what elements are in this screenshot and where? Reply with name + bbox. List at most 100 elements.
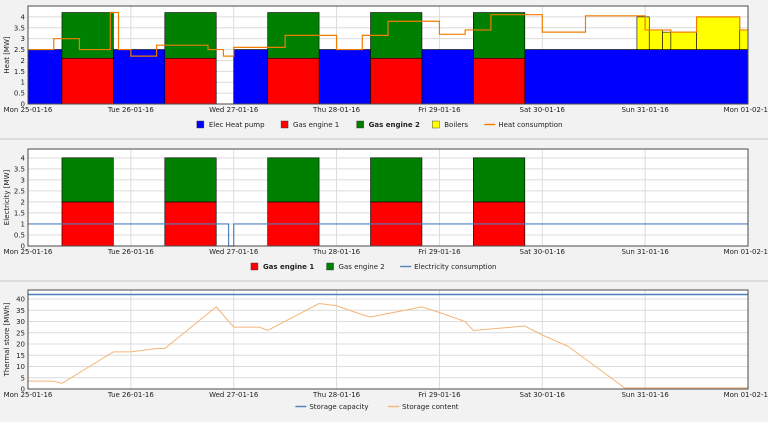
y-axis-label: Heat [MW] — [3, 36, 11, 74]
y-tick-label: 0 — [21, 243, 25, 251]
chart-panel-1: 0 0.5 1 1.5 2 2.5 3 3.5 4 Mon 25-01-16 Tue 26-01-1… — [3, 5, 768, 129]
legend-item-storage_capacity[interactable]: Storage capacity — [295, 403, 369, 411]
y-tick-label: 4 — [21, 13, 26, 21]
x-tick-label: Sat 30-01-16 — [520, 248, 566, 256]
x-tick-label: Mon 25-01-16 — [4, 106, 53, 114]
legend-swatch — [326, 262, 334, 271]
bar-elec_heat_pump-3 — [318, 49, 371, 105]
y-tick-label: 0 — [21, 386, 25, 394]
y-tick-label: 4 — [21, 154, 26, 162]
legend-item-heat_consumption[interactable]: Heat consumption — [484, 121, 563, 129]
x-tick-label: Tue 26-01-16 — [107, 106, 155, 114]
bar-gas_engine_1-8 — [267, 57, 320, 105]
y-tick-label: 3 — [21, 35, 25, 43]
y-tick-label: 10 — [16, 363, 25, 371]
y-tick-label: 3 — [21, 176, 25, 184]
legend-item-gas_engine_2[interactable]: Gas engine 2 — [326, 262, 385, 271]
legend-swatch — [250, 262, 259, 271]
y-tick-label: 0 — [21, 101, 25, 109]
legend-item-elec_heat_pump[interactable]: Elec Heat pump — [196, 120, 265, 129]
legend-item-boilers[interactable]: Boilers — [432, 120, 468, 129]
x-tick-label: Sun 31-01-16 — [621, 391, 669, 399]
y-tick-label: 1.5 — [14, 209, 25, 217]
bar-gas_engine_2-9 — [473, 157, 526, 203]
bar-boilers-17 — [648, 29, 663, 50]
x-tick-label: Tue 26-01-16 — [107, 391, 155, 399]
x-tick-label: Sun 31-01-16 — [621, 106, 669, 114]
bar-elec_heat_pump-4 — [421, 49, 474, 105]
x-tick-label: Fri 29-01-16 — [418, 106, 461, 114]
line-storage_content — [28, 302, 748, 389]
plot-area — [28, 290, 748, 389]
legend-item-storage_content[interactable]: Storage content — [388, 403, 459, 411]
legend-item-gas_engine_1[interactable]: Gas engine 1 — [250, 262, 314, 271]
legend-item-electricity_consumption[interactable]: Electricity consumption — [400, 263, 496, 271]
legend-item-gas_engine_2[interactable]: Gas engine 2 — [356, 120, 420, 129]
bar-gas_engine_2-5 — [61, 157, 114, 203]
x-tick-label: Fri 29-01-16 — [418, 391, 461, 399]
legend-swatch — [196, 120, 205, 129]
legend: Elec Heat pump Gas engine 1 Gas engine 2 Bo… — [196, 120, 563, 129]
x-tick-label: Mon 01-02-16 — [724, 248, 768, 256]
x-tick-label: Mon 25-01-16 — [4, 248, 53, 256]
x-tick-label: Sat 30-01-16 — [520, 106, 566, 114]
legend-label: Heat consumption — [498, 121, 562, 129]
y-axis-label: Electricity [MW] — [3, 170, 11, 226]
y-tick-label: 20 — [16, 341, 25, 349]
bar-gas_engine_2-15 — [473, 12, 526, 59]
y-axis-label: Thermal store [MWh] — [3, 302, 11, 377]
bar-elec_heat_pump-1 — [113, 49, 166, 105]
bar-gas_engine_2-12 — [164, 12, 217, 59]
bar-elec_heat_pump-0 — [27, 49, 63, 105]
x-tick-label: Wed 27-01-16 — [209, 248, 259, 256]
bar-gas_engine_1-9 — [370, 57, 423, 105]
legend-label: Storage capacity — [309, 403, 368, 411]
y-tick-label: 0.5 — [14, 231, 25, 239]
legend-item-gas_engine_1[interactable]: Gas engine 1 — [280, 120, 339, 129]
y-tick-label: 5 — [21, 374, 25, 382]
legend-label: Gas engine 2 — [339, 263, 385, 271]
bar-elec_heat_pump-5 — [524, 49, 749, 105]
bar-gas_engine_2-7 — [267, 157, 320, 203]
bar-gas_engine_2-11 — [61, 12, 114, 59]
legend-label: Storage content — [402, 403, 459, 411]
y-tick-label: 2 — [21, 198, 25, 206]
y-tick-label: 25 — [16, 329, 25, 337]
y-tick-label: 1.5 — [14, 68, 25, 76]
bar-gas_engine_1-10 — [473, 57, 526, 105]
x-tick-label: Sat 30-01-16 — [520, 391, 566, 399]
bar-boilers-20 — [696, 16, 741, 50]
legend: Gas engine 1 Gas engine 2 Electricity cons… — [250, 262, 496, 271]
y-tick-label: 1 — [21, 220, 25, 228]
bar-gas_engine_2-8 — [370, 157, 423, 203]
legend-label: Gas engine 2 — [369, 121, 420, 129]
x-tick-label: Thu 28-01-16 — [312, 106, 361, 114]
chart-panel-3: 0 5 10 15 20 25 30 35 40 Mon 25-01-16 Tue 26-01-16… — [3, 289, 768, 411]
bar-elec_heat_pump-2 — [233, 49, 268, 105]
legend-swatch — [280, 120, 289, 129]
plot-frame — [27, 5, 749, 105]
bar-boilers-16 — [636, 16, 650, 50]
x-tick-label: Wed 27-01-16 — [209, 391, 259, 399]
bar-boilers-19 — [670, 31, 697, 50]
x-tick-label: Mon 01-02-16 — [724, 391, 768, 399]
legend-label: Gas engine 1 — [293, 121, 339, 129]
bar-boilers-18 — [662, 31, 672, 50]
plot-frame — [27, 148, 749, 247]
x-tick-label: Fri 29-01-16 — [418, 248, 461, 256]
chart-panel-2: 0 0.5 1 1.5 2 2.5 3 3.5 4 Mon 25-01-16 Tue 26-01-1… — [3, 148, 768, 271]
y-tick-label: 1 — [21, 79, 25, 87]
bar-gas_engine_2-6 — [164, 157, 217, 203]
y-tick-label: 0.5 — [14, 90, 25, 98]
x-tick-label: Tue 26-01-16 — [107, 248, 155, 256]
y-tick-label: 40 — [16, 296, 25, 304]
x-tick-label: Thu 28-01-16 — [312, 391, 361, 399]
y-tick-label: 35 — [16, 307, 25, 315]
legend: Storage capacity Storage content — [295, 403, 459, 411]
bar-gas_engine_1-7 — [164, 57, 217, 105]
x-tick-label: Sun 31-01-16 — [621, 248, 669, 256]
y-tick-label: 15 — [16, 352, 25, 360]
legend-swatch — [356, 120, 364, 129]
